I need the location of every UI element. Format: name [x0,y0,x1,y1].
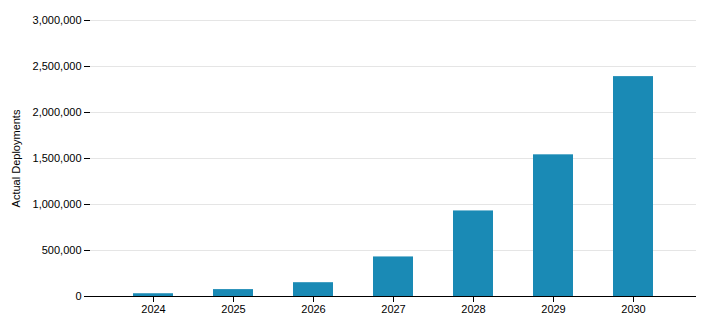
svg-text:0: 0 [75,290,81,302]
svg-text:3,000,000: 3,000,000 [33,14,82,26]
svg-text:2,500,000: 2,500,000 [33,60,82,72]
svg-text:Actual Deployments: Actual Deployments [10,109,22,207]
svg-text:2030: 2030 [621,303,645,315]
svg-text:2029: 2029 [541,303,565,315]
svg-text:2027: 2027 [381,303,405,315]
svg-text:1,000,000: 1,000,000 [33,198,82,210]
svg-text:2,000,000: 2,000,000 [33,106,82,118]
svg-text:500,000: 500,000 [42,244,82,256]
svg-text:2024: 2024 [141,303,165,315]
svg-text:2025: 2025 [221,303,245,315]
svg-text:2026: 2026 [301,303,325,315]
svg-text:1,500,000: 1,500,000 [33,152,82,164]
svg-text:2028: 2028 [461,303,485,315]
